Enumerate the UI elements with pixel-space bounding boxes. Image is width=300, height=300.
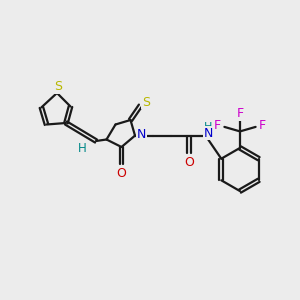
Text: F: F [236,107,244,121]
Text: O: O [184,155,194,169]
Text: H: H [204,122,213,132]
Text: H: H [78,142,87,155]
Text: F: F [214,119,221,132]
Text: O: O [117,167,126,180]
Text: S: S [142,95,150,109]
Text: N: N [204,127,213,140]
Text: N: N [137,128,146,141]
Text: S: S [55,80,62,93]
Text: F: F [259,119,266,132]
